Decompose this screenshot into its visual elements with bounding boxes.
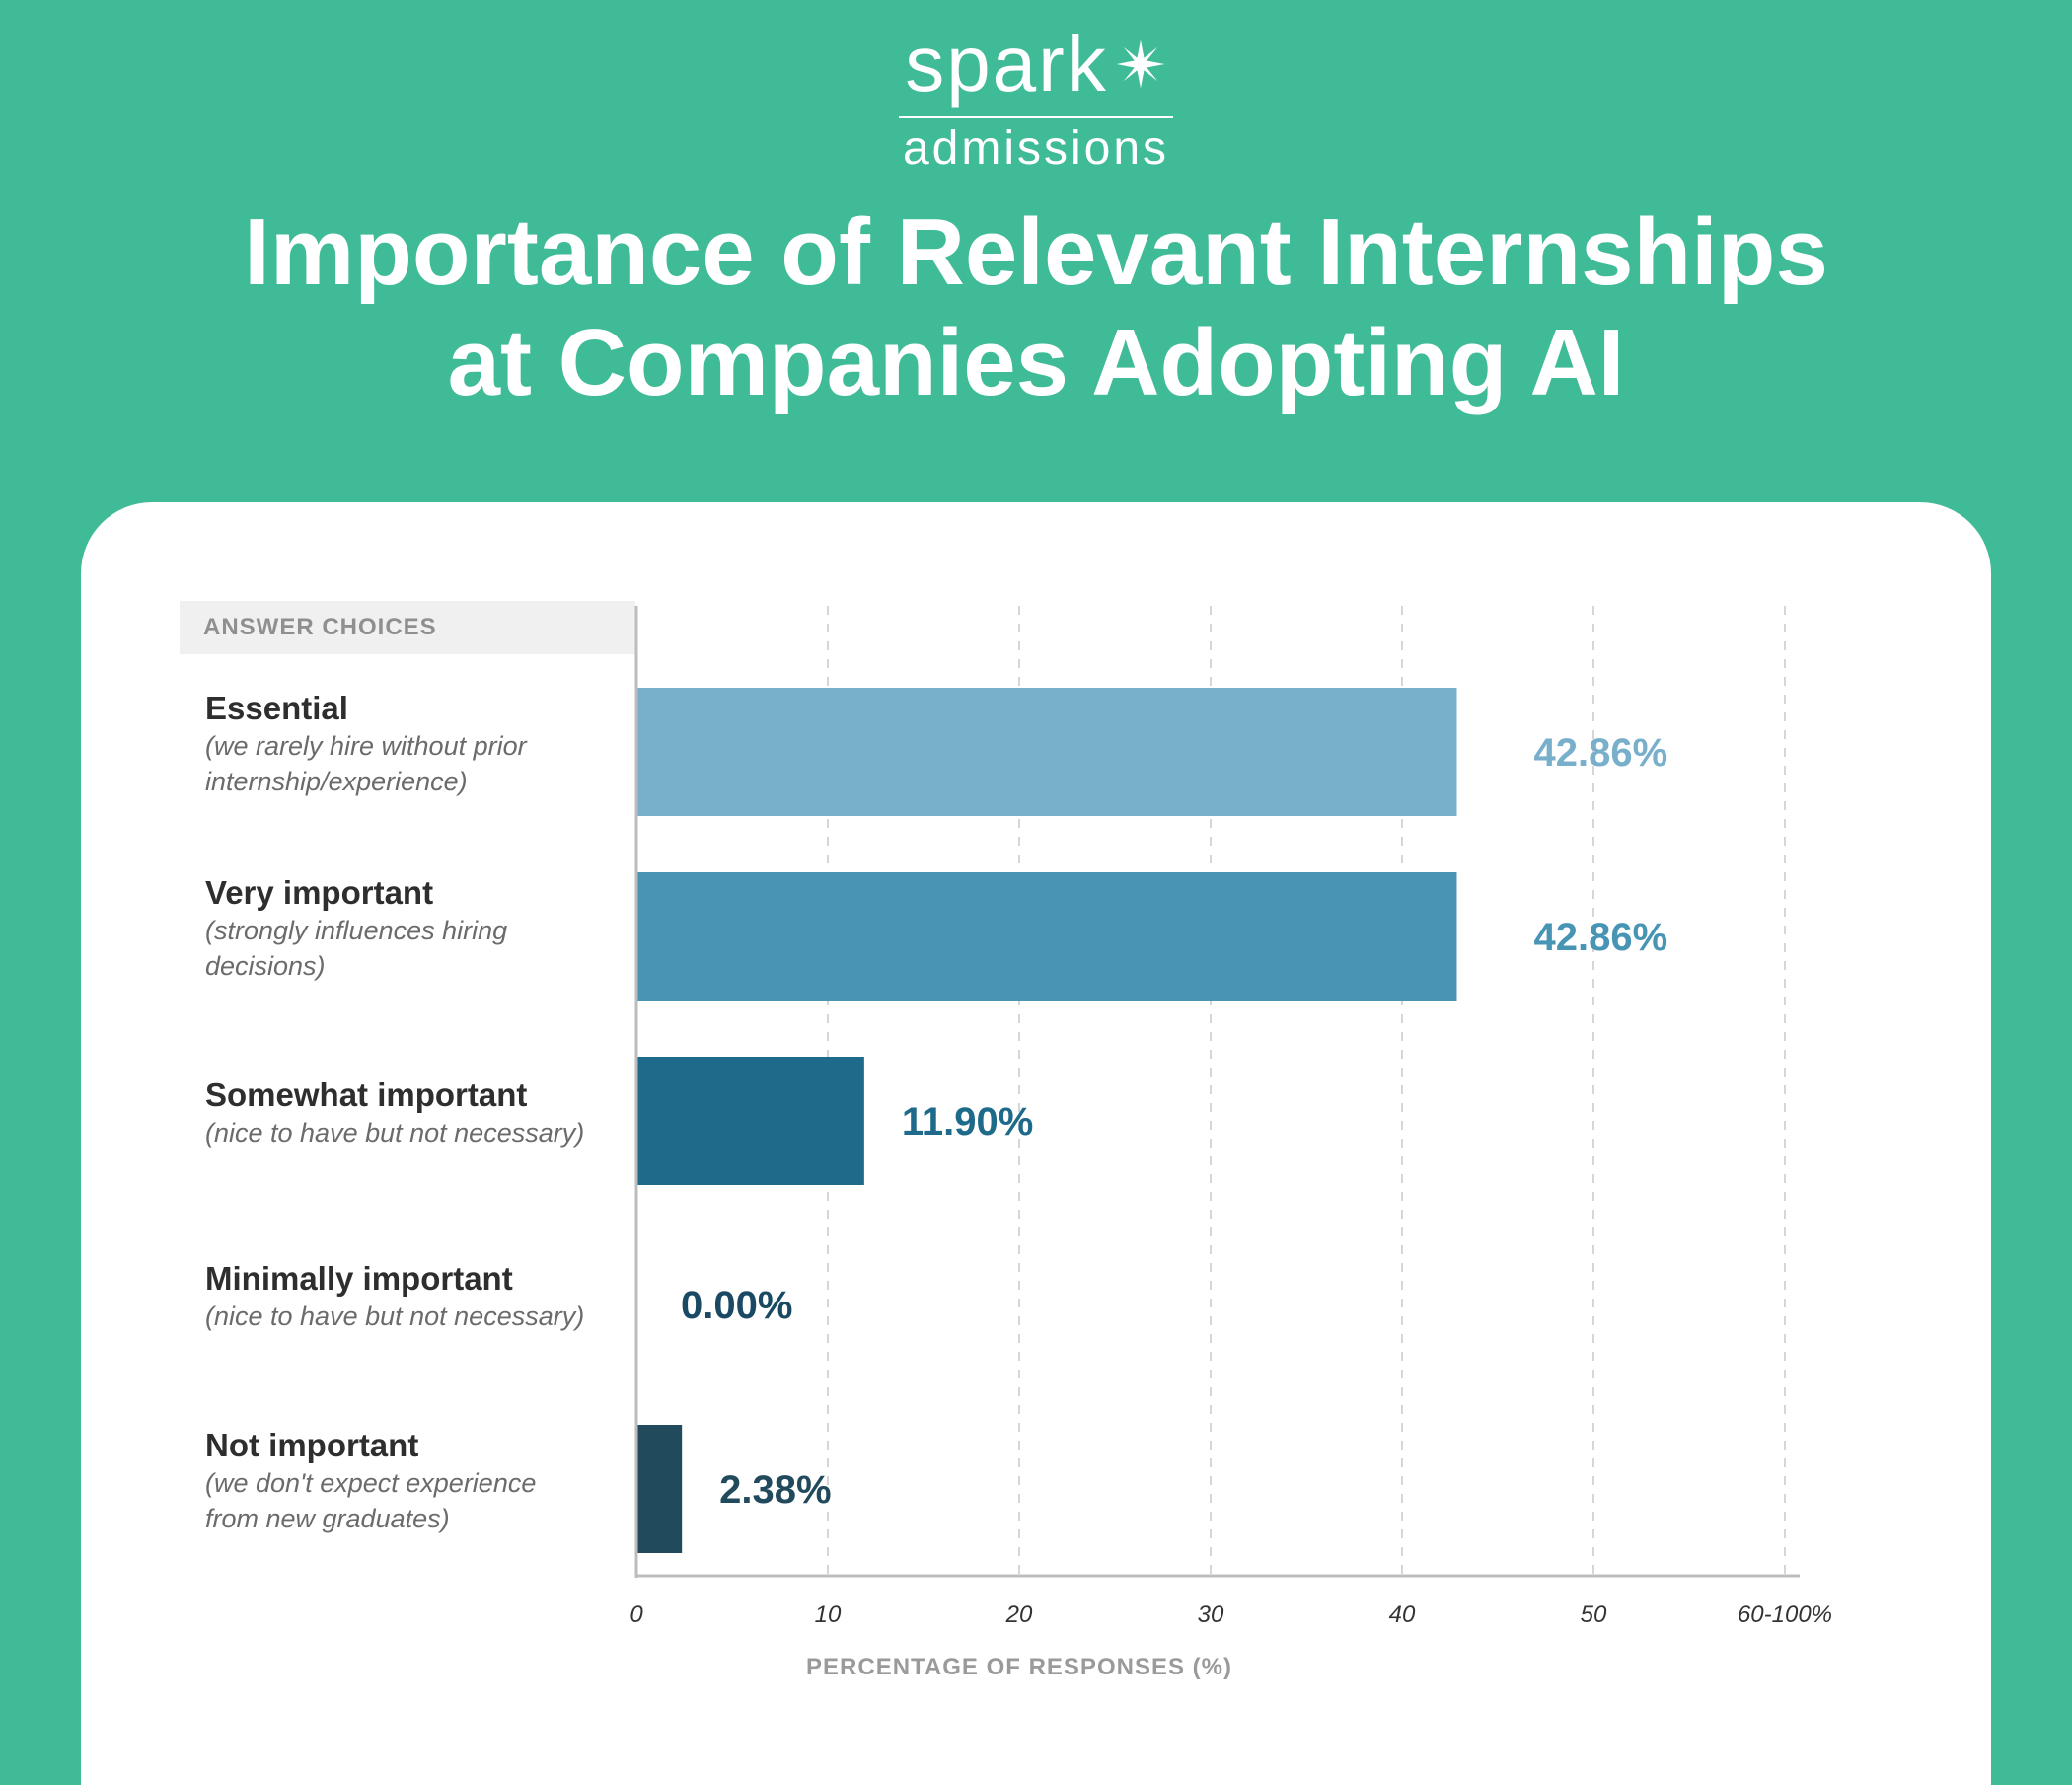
value-label-5: 2.38% [719,1468,831,1512]
category-4: Minimally important (nice to have but not… [205,1259,639,1334]
x-tick-label: 10 [815,1601,842,1628]
bar-1 [636,688,1457,816]
bar-3 [636,1057,864,1185]
chart-card: ANSWER CHOICES Essential (we rarely hire … [81,502,1991,1785]
value-label-4: 0.00% [681,1284,792,1327]
star-icon [1116,39,1165,89]
x-tick-label: 60-100% [1738,1601,1832,1628]
category-description: internship/experience) [205,767,468,796]
category-description: from new graduates) [205,1504,450,1533]
x-tick-label: 40 [1389,1601,1416,1628]
answer-choices-header: ANSWER CHOICES [180,601,635,654]
brand-name: spark [905,20,1108,108]
brand-divider [899,116,1173,118]
x-tick-label: 0 [629,1601,643,1628]
category-description: (we rarely hire without prior [205,731,527,761]
category-5: Not important (we don't expect experience… [205,1426,639,1536]
value-label-1: 42.86% [1533,731,1667,775]
category-label: Not important [205,1427,419,1463]
bar-chart: 42.86% 42.86% 11.90% 0.00% 2.38% 0 10 20 30 40 50 6… [629,606,1832,1680]
category-description: (nice to have but not necessary) [205,1302,585,1331]
category-3: Somewhat important (nice to have but not … [205,1076,639,1151]
category-2: Very important (strongly influences hirin… [205,873,639,984]
category-description: (we don't expect experience [205,1468,537,1498]
category-label: Somewhat important [205,1077,528,1113]
category-description: (nice to have but not necessary) [205,1118,585,1148]
x-tick-label: 20 [1005,1601,1033,1628]
value-label-2: 42.86% [1533,916,1667,959]
brand-subtitle: admissions [902,122,1170,175]
bar-2 [636,872,1457,1001]
x-axis-title: PERCENTAGE OF RESPONSES (%) [806,1654,1232,1680]
category-1: Essential (we rarely hire without prior in… [205,689,639,799]
title-line-1: Importance of Relevant Internships [244,199,1828,305]
category-description: (strongly influences hiring [205,916,508,945]
bar-5 [636,1425,683,1553]
x-tick-label: 30 [1198,1601,1224,1628]
category-label: Very important [205,874,434,911]
brand-logo: spark admissions [0,20,2072,176]
value-label-3: 11.90% [902,1100,1033,1144]
category-label: Essential [205,690,348,726]
x-tick-label: 50 [1581,1601,1607,1628]
title-line-2: at Companies Adopting AI [447,310,1625,415]
category-description: decisions) [205,951,326,981]
page-title: Importance of Relevant Internships at Co… [0,197,2072,418]
category-label: Minimally important [205,1260,513,1297]
